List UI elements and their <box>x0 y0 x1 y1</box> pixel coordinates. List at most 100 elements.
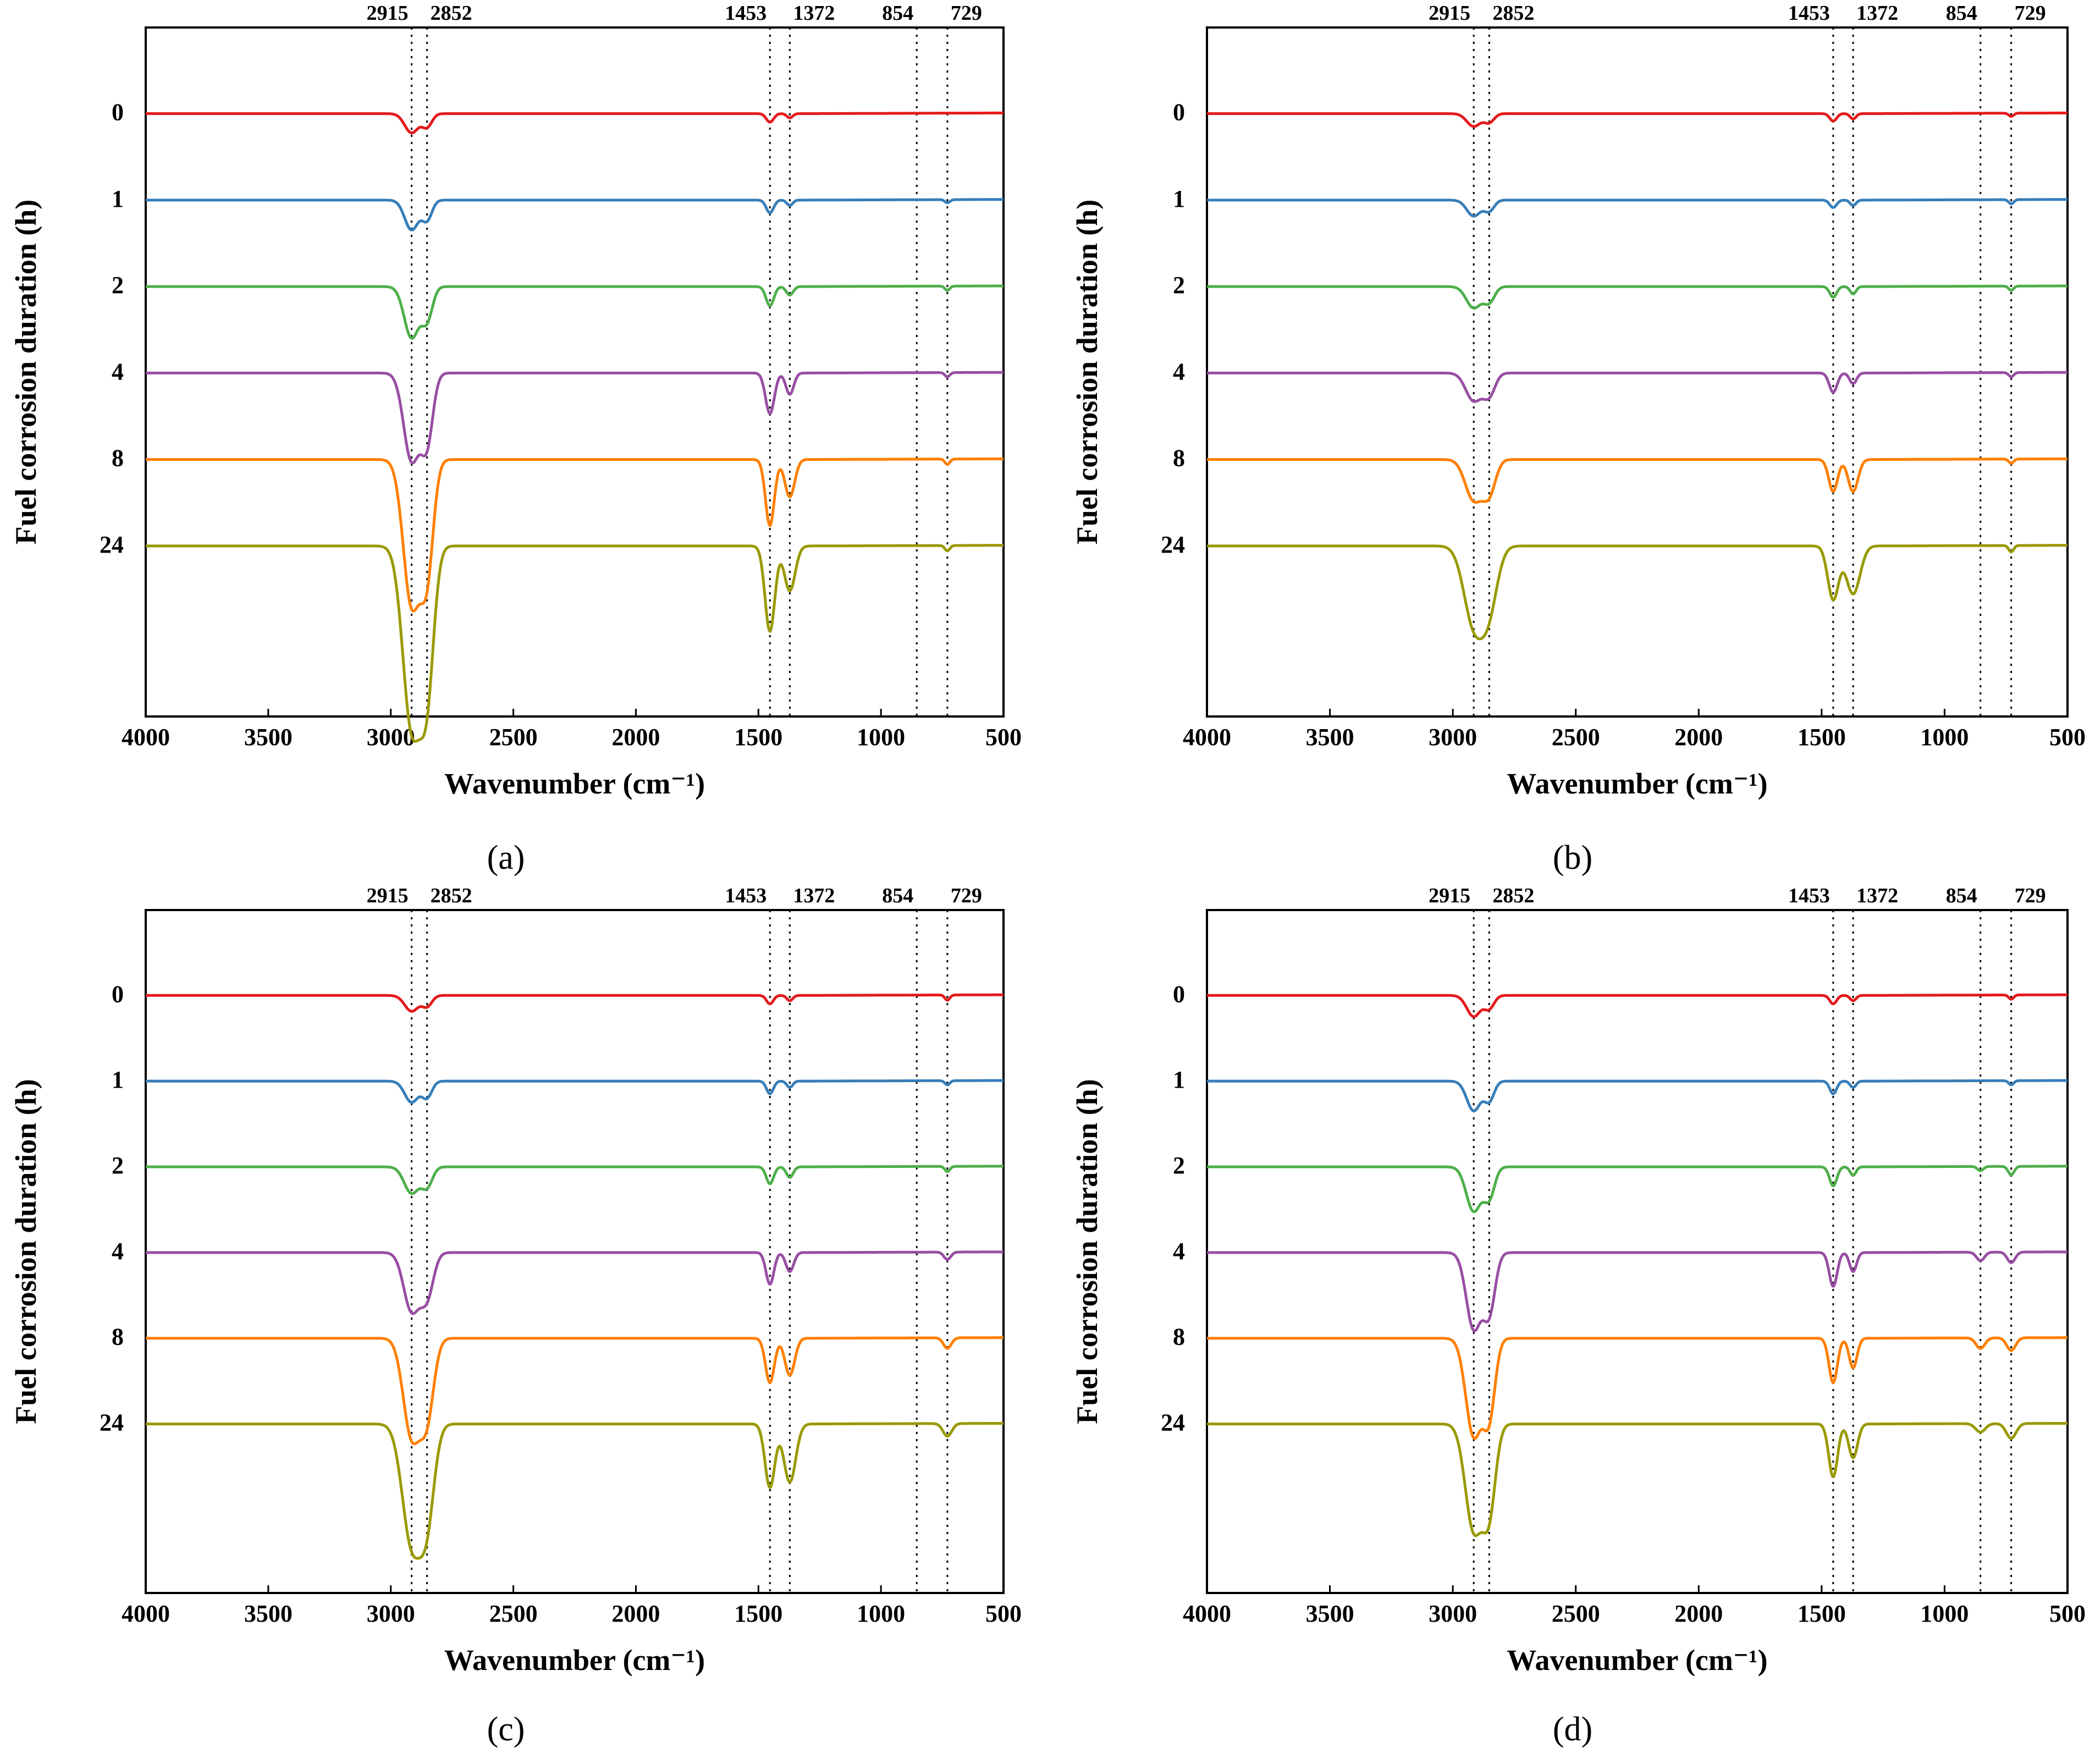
x-tick-label: 1500 <box>1798 1600 1846 1627</box>
series-line-1 <box>1206 1079 2068 1112</box>
panel-caption: (d) <box>1553 1711 1592 1748</box>
panel-d: 4000 3500 3000 2500 2000 1500 1000 500 2915 2852 1… <box>1071 884 2086 1748</box>
x-tick-label: 2500 <box>1552 724 1600 751</box>
peak-label: 854 <box>1946 2 1977 25</box>
panel-c: 4000 3500 3000 2500 2000 1500 1000 500 2915 2852 1… <box>9 884 1022 1748</box>
x-tick-label: 1500 <box>734 724 782 751</box>
x-tick-label: 1000 <box>857 1600 905 1627</box>
series-line-24 <box>145 544 1004 743</box>
x-tick-label: 4000 <box>122 1600 170 1627</box>
series-label-4: 4 <box>112 358 124 385</box>
peak-label: 854 <box>882 2 913 25</box>
peak-label: 2852 <box>431 884 472 907</box>
series-label-8: 8 <box>1173 1324 1185 1350</box>
x-tick-label: 3500 <box>244 1600 293 1627</box>
x-tick-label: 3000 <box>1429 724 1477 751</box>
series-label-0: 0 <box>112 980 124 1007</box>
x-tick-label: 3500 <box>1306 1600 1354 1627</box>
series-label-24: 24 <box>1161 531 1185 558</box>
series-label-0: 0 <box>112 99 124 126</box>
x-tick-label: 1000 <box>1920 1600 1969 1627</box>
series-line-2 <box>1206 1165 2068 1214</box>
peak-label: 2915 <box>1429 884 1470 907</box>
peak-label: 729 <box>951 884 982 907</box>
peak-label: 1372 <box>793 884 835 907</box>
x-tick-label: 3500 <box>1306 724 1354 751</box>
x-tick-label: 1000 <box>857 724 905 751</box>
series-line-1 <box>145 1079 1004 1104</box>
series-line-0 <box>145 112 1004 135</box>
series-line-0 <box>1206 112 2068 128</box>
x-axis-label: Wavenumber (cm⁻¹) <box>444 767 705 800</box>
series-label-8: 8 <box>1173 445 1185 472</box>
x-tick-label: 3000 <box>367 724 415 751</box>
series-label-0: 0 <box>1173 980 1185 1007</box>
x-tick-label: 2000 <box>611 724 660 751</box>
y-axis-label: Fuel corrosion duration (h) <box>9 200 42 545</box>
series-label-1: 1 <box>112 1066 124 1093</box>
series-line-24 <box>1206 544 2068 641</box>
peak-label: 1372 <box>793 2 835 25</box>
x-tick-label: 1000 <box>1920 724 1969 751</box>
series-line-2 <box>145 284 1004 340</box>
x-tick-label: 500 <box>985 724 1022 751</box>
x-tick-label: 2500 <box>1552 1600 1600 1627</box>
panel-caption: (c) <box>487 1711 525 1748</box>
peak-label: 729 <box>951 2 982 25</box>
x-tick-label: 3500 <box>244 724 293 751</box>
series-label-4: 4 <box>112 1238 124 1265</box>
series-label-4: 4 <box>1173 1238 1185 1265</box>
peak-label: 1453 <box>1788 884 1830 907</box>
series-line-2 <box>145 1165 1004 1195</box>
series-label-2: 2 <box>112 272 124 299</box>
peak-label: 1453 <box>1788 2 1830 25</box>
series-label-8: 8 <box>112 445 124 472</box>
peak-label: 854 <box>882 884 913 907</box>
series-label-24: 24 <box>100 531 124 558</box>
peak-label: 1372 <box>1856 884 1898 907</box>
x-tick-label: 2000 <box>1674 724 1723 751</box>
x-tick-label: 500 <box>2049 1600 2086 1627</box>
x-axis-label: Wavenumber (cm⁻¹) <box>444 1644 705 1677</box>
peak-label: 1453 <box>725 2 767 25</box>
panel-caption: (b) <box>1553 839 1592 877</box>
peak-label: 1372 <box>1856 2 1898 25</box>
x-tick-label: 3000 <box>367 1600 415 1627</box>
series-label-24: 24 <box>1161 1409 1185 1436</box>
series-line-8 <box>145 457 1004 613</box>
series-line-4 <box>145 1250 1004 1315</box>
panel-b: 4000 3500 3000 2500 2000 1500 1000 500 2915 2852 1… <box>1071 2 2086 877</box>
x-tick-label: 4000 <box>1183 1600 1231 1627</box>
series-line-4 <box>1206 1250 2068 1332</box>
peak-label: 729 <box>2015 884 2046 907</box>
peak-label: 2852 <box>1492 2 1534 25</box>
peak-label: 2915 <box>367 884 409 907</box>
x-tick-label: 500 <box>2049 724 2086 751</box>
series-line-24 <box>1206 1421 2068 1537</box>
series-line-8 <box>1206 1336 2068 1440</box>
peak-label: 2852 <box>1492 884 1534 907</box>
x-tick-label: 4000 <box>122 724 170 751</box>
x-tick-label: 2000 <box>1674 1600 1723 1627</box>
y-axis-label: Fuel corrosion duration (h) <box>9 1079 42 1424</box>
series-line-1 <box>1206 198 2068 218</box>
series-label-2: 2 <box>1173 272 1185 299</box>
series-label-24: 24 <box>100 1409 124 1436</box>
series-line-4 <box>1206 371 2068 403</box>
series-line-24 <box>145 1421 1004 1560</box>
series-line-8 <box>145 1336 1004 1446</box>
y-axis-label: Fuel corrosion duration (h) <box>1071 200 1104 545</box>
series-line-8 <box>1206 457 2068 504</box>
peak-label: 1453 <box>725 884 767 907</box>
x-tick-label: 1500 <box>734 1600 782 1627</box>
x-tick-label: 3000 <box>1429 1600 1477 1627</box>
panel-caption: (a) <box>487 839 525 877</box>
x-tick-label: 500 <box>985 1600 1022 1627</box>
series-line-4 <box>145 371 1004 465</box>
x-tick-label: 1500 <box>1798 724 1846 751</box>
x-tick-label: 2500 <box>489 1600 538 1627</box>
peak-label: 729 <box>2015 2 2046 25</box>
x-tick-label: 2500 <box>489 724 538 751</box>
series-label-1: 1 <box>112 185 124 212</box>
